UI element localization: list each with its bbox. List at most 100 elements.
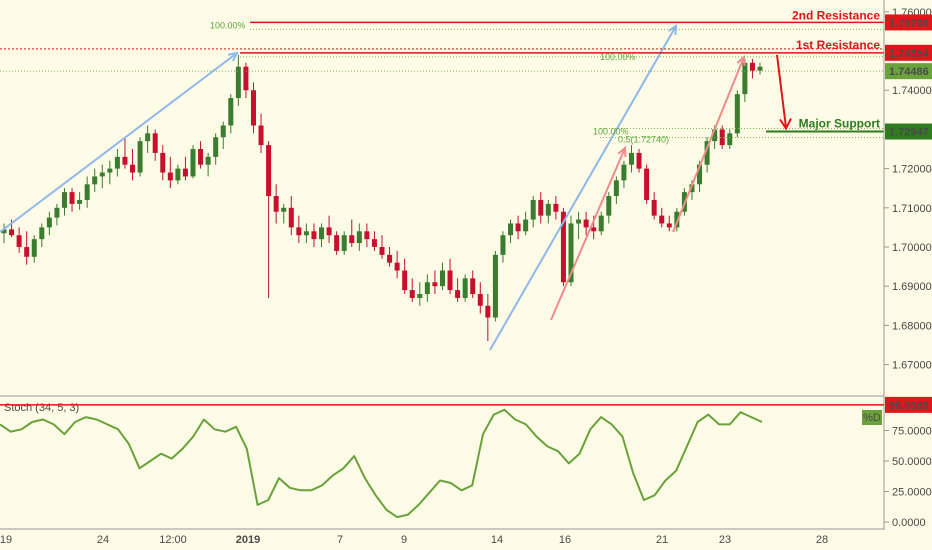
candle-body: [319, 227, 325, 240]
blue-trend-arrow-2: [489, 25, 677, 351]
candles-layer: [1, 54, 763, 342]
price-tick-label: 1.71000: [892, 203, 932, 215]
candle-body: [341, 235, 347, 251]
time-tick-label: 12:00: [159, 534, 187, 546]
candle-body: [477, 294, 483, 306]
candle-body: [485, 305, 491, 318]
candle-body: [697, 164, 703, 185]
major-support-label: Major Support: [799, 116, 880, 130]
candle-body: [734, 94, 740, 134]
candle-body: [508, 223, 514, 236]
candle-body: [326, 227, 332, 236]
candle-body: [281, 207, 287, 212]
candle-body: [598, 215, 604, 232]
candle-body: [727, 133, 733, 146]
price-tick-label: 1.74000: [892, 85, 932, 97]
stoch-tick-label: 25.0000: [892, 487, 932, 499]
candle-body: [719, 129, 725, 146]
candle-body: [84, 184, 90, 200]
candle-body: [651, 199, 657, 216]
major-support-price-badge: 1.72947: [889, 126, 929, 138]
candle-body: [470, 278, 476, 295]
price-tick-label: 1.69000: [892, 281, 932, 293]
candle-body: [523, 219, 529, 232]
candle-body: [160, 152, 166, 173]
candle-body: [16, 235, 22, 247]
candle-body: [500, 235, 506, 255]
red-trend-arrow-1: [550, 147, 626, 321]
candle-body: [576, 219, 582, 224]
candle-body: [303, 231, 309, 236]
candle-body: [228, 98, 234, 126]
candle-body: [606, 196, 612, 216]
candle-body: [455, 290, 461, 298]
candle-body: [205, 156, 211, 165]
candle-body: [69, 192, 75, 204]
second-resistance-label: 2nd Resistance: [792, 8, 880, 22]
candle-body: [130, 164, 136, 173]
candle-body: [182, 168, 188, 177]
candle-body: [92, 176, 98, 185]
stoch-overbought-badge: 96.0065: [889, 400, 929, 412]
fib-level-label: 0.5(1.72740): [618, 135, 669, 145]
candle-body: [77, 199, 83, 204]
candle-body: [24, 246, 30, 257]
projection-arrow: [776, 54, 787, 128]
candle-body: [167, 172, 173, 181]
candle-body: [424, 282, 430, 295]
candle-body: [9, 229, 15, 236]
candle-body: [190, 149, 196, 177]
price-axis: 1.760001.740001.730001.720001.710001.700…: [883, 0, 932, 530]
last-price-badge: 1.74486: [889, 66, 929, 78]
candle-body: [220, 125, 226, 138]
candle-body: [387, 254, 393, 263]
candle-body: [742, 62, 748, 95]
price-tick-label: 1.76000: [892, 7, 932, 19]
candle-body: [689, 184, 695, 193]
candle-body: [243, 66, 249, 91]
second-resistance-price-badge: 1.75730: [889, 17, 929, 29]
candle-body: [175, 168, 181, 181]
candle-body: [334, 235, 340, 251]
red-trend-arrow-2: [672, 56, 745, 233]
first-resistance-price-badge: 1.74954: [889, 48, 930, 60]
stoch-tick-label: 0.0000: [892, 517, 926, 529]
last-price-badge-bg: [885, 63, 932, 80]
candle-body: [371, 239, 377, 247]
stoch-line: [0, 408, 763, 519]
candle-body: [296, 227, 302, 236]
candle-body: [99, 172, 105, 177]
candle-body: [39, 227, 45, 240]
time-tick-label: 2019: [236, 534, 260, 546]
candle-body: [462, 278, 468, 298]
candle-body: [492, 254, 498, 318]
candle-body: [356, 231, 362, 244]
time-tick-label: 7: [337, 534, 343, 546]
candle-body: [114, 156, 120, 169]
time-tick-label: 24: [97, 534, 109, 546]
candle-body: [613, 180, 619, 197]
candle-body: [266, 145, 272, 197]
price-tick-label: 1.70000: [892, 242, 932, 254]
time-tick-label: 16: [559, 534, 571, 546]
candle-body: [402, 270, 408, 291]
blue-trend-arrow-1: [0, 52, 238, 233]
candle-body: [409, 290, 415, 298]
time-tick-label: 19: [0, 534, 12, 546]
candle-body: [46, 217, 52, 228]
second-resistance-price-badge-bg: [885, 14, 932, 31]
candle-body: [145, 133, 151, 142]
candle-body: [538, 199, 544, 216]
first-resistance-label: 1st Resistance: [796, 38, 880, 52]
red-trend-arrow-1-head: [617, 145, 627, 158]
candle-body: [628, 152, 634, 165]
price-tick-label: 1.72000: [892, 164, 932, 176]
candle-body: [137, 141, 143, 173]
drawings-layer: 2nd Resistance 1st Resistance Major Suppor…: [0, 8, 884, 351]
candle-body: [311, 231, 317, 240]
candle-body: [674, 211, 680, 228]
first-resistance-price-badge-bg: [885, 44, 932, 61]
candle-body: [530, 199, 536, 220]
price-tick-label: 1.67000: [892, 360, 932, 372]
